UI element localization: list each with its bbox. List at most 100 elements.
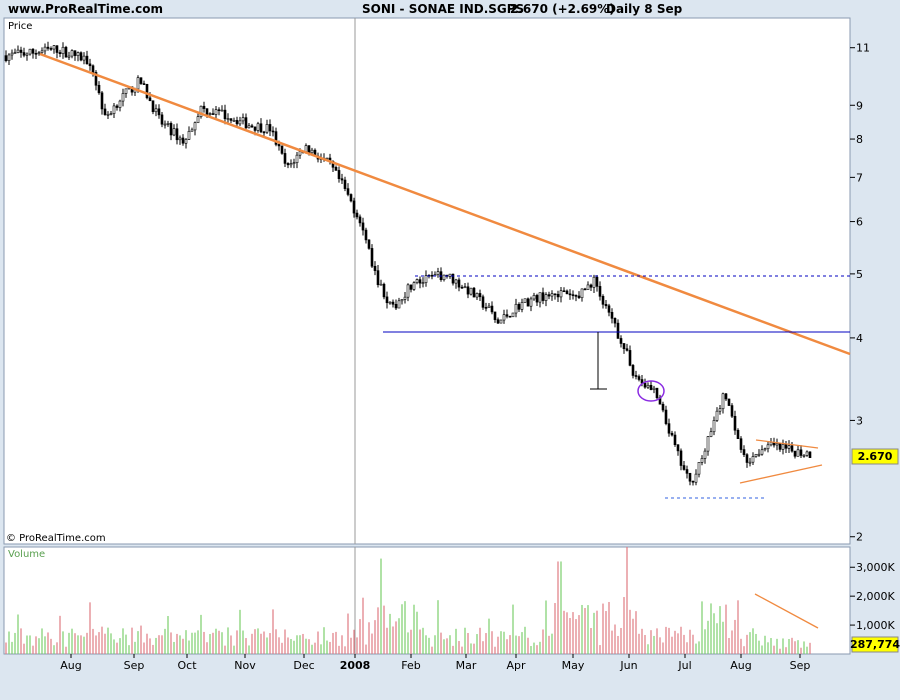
date-tick-label: Dec [293,659,314,672]
candle-body [109,113,113,115]
symbol-title: SONI - SONAE IND.SGPS [362,2,525,16]
candle-body [625,348,629,351]
candle-body [352,200,356,214]
candle-body [100,92,104,110]
candle-body [46,46,50,49]
candle-body [163,123,167,126]
circle-marker [637,380,665,402]
candle-body [562,290,566,293]
date-tick-label: Sep [124,659,145,672]
candle-body [418,279,422,284]
candle-body [184,139,188,144]
candle-body [757,453,761,456]
date-tick-label: Mar [456,659,477,672]
candle-body [280,145,284,154]
price-label: Price [8,21,32,32]
candle-body [31,48,35,54]
candle-body [721,393,725,410]
candle-body [520,302,524,310]
candle-body [808,451,812,458]
candle-body [649,384,653,390]
candle-body [337,170,341,179]
candle-body [142,83,146,85]
price-tick-label: 8 [856,133,863,146]
candle-body [7,54,11,61]
candle-body [73,50,77,56]
candle-body [190,129,194,132]
candle-body [271,130,275,133]
candle-body [379,283,383,286]
candle-body [475,293,479,298]
candle-body [22,52,26,56]
candle-body [694,473,698,483]
candle-body [559,290,563,298]
candle-body [385,296,389,304]
candle-body [121,93,125,102]
candle-body [373,265,377,271]
candle-body [595,276,599,287]
candle-body [217,109,221,112]
price-tick-label: 7 [856,171,863,184]
candle-body [730,405,734,417]
candle-body [667,423,671,434]
period-label: Daily 8 Sep [606,2,683,16]
candle-body [361,222,365,231]
candle-body [211,113,215,115]
candle-body [34,53,38,55]
candle-body [556,293,560,298]
triangle-bottom-line[interactable] [739,464,823,484]
candle-body [259,123,263,133]
site-name[interactable]: www.ProRealTime.com [8,2,163,16]
candle-body [253,126,257,131]
candle-body [382,283,386,298]
candle-body [151,100,155,113]
candle-body [79,52,83,61]
candle-body [193,122,197,131]
candle-body [487,305,491,308]
candle-body [784,444,788,449]
candle-body [523,298,527,303]
candle-body [436,271,440,275]
candle-body [604,304,608,307]
candle-body [796,449,800,457]
candle-body [295,154,299,164]
candle-body [307,145,311,154]
candle-body [154,108,158,113]
price-axis: 2 3 4 5 6 7 8 9 11 [850,42,870,544]
triangle-top-line[interactable] [755,439,819,449]
candle-body [478,293,482,298]
downtrend-line[interactable] [39,52,851,356]
current-price-badge [851,448,899,465]
candle-body [124,88,128,94]
candle-body [409,284,413,290]
candle-body [505,314,509,317]
candle-body [751,456,755,463]
candle-body [589,284,593,288]
candle-body [709,431,713,437]
candle-body [256,123,260,131]
candle-body [112,105,116,114]
candle-body [700,458,704,463]
candle-body [223,109,227,120]
candle-body [607,305,611,313]
candle-body [403,296,407,300]
candle-body [355,212,359,218]
candle-body [262,131,266,134]
date-tick-label: Jul [677,659,691,672]
candle-body [763,448,767,451]
candle-body [157,108,161,116]
candle-body [580,288,584,299]
candle-body [208,113,212,115]
candle-body [685,469,689,474]
candle-body [502,314,506,321]
candle-body [775,443,779,446]
current-volume-badge [851,636,899,653]
candle-body [166,123,170,125]
candle-body [628,350,632,366]
candle-body [529,298,533,307]
candle-body [499,319,503,324]
candle-body [298,151,302,156]
candle-body [568,293,572,296]
candle-body [484,307,488,309]
